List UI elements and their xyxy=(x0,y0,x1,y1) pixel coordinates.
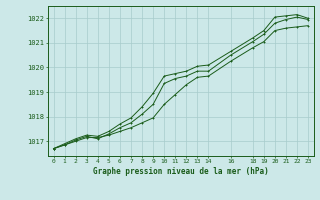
X-axis label: Graphe pression niveau de la mer (hPa): Graphe pression niveau de la mer (hPa) xyxy=(93,167,269,176)
